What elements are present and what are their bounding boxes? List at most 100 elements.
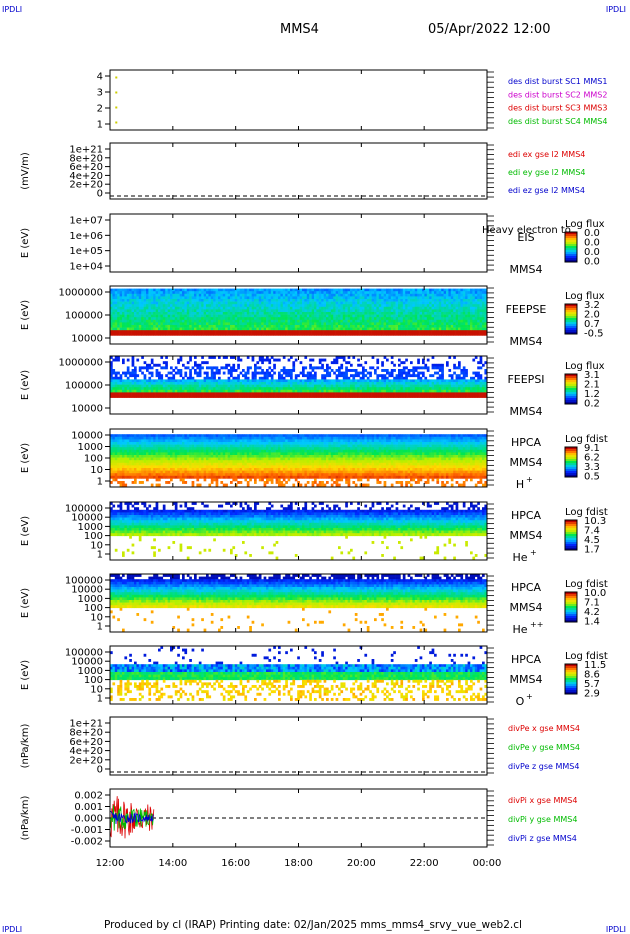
spectrogram-cell [210, 291, 214, 295]
spectrogram-cell [182, 288, 185, 292]
spectrogram-cell [443, 387, 447, 391]
spectrogram-cell [131, 395, 135, 398]
spectrogram-cell [280, 384, 284, 388]
spectrogram-cell [306, 319, 310, 323]
spectrogram-cell [465, 387, 468, 391]
spectrogram-cell [482, 291, 485, 295]
spectrogram-cell [124, 291, 128, 295]
spectrogram-cell [462, 379, 466, 383]
panel-frame [109, 142, 488, 200]
spectrogram-cell [129, 371, 132, 375]
spectrogram-cell [330, 392, 334, 396]
spectrogram-cell [297, 389, 300, 393]
spectrogram-cell [402, 309, 406, 313]
spectrogram-cell [131, 309, 135, 313]
spectrogram-cell [340, 374, 344, 378]
spectrogram-cell [383, 382, 387, 385]
spectrogram-cell [333, 387, 336, 391]
spectrogram-cell [357, 389, 360, 393]
spectrogram-cell [263, 319, 267, 323]
spectrogram-cell [220, 288, 224, 292]
spectrogram-cell [282, 434, 286, 438]
spectrogram-cell [218, 436, 221, 440]
corner-label-top-right: IPDLI [605, 5, 626, 14]
spectrogram-cell [239, 306, 243, 310]
spectrogram-cell [345, 392, 348, 396]
spectrogram-cell [287, 382, 291, 385]
spectrogram-cell [304, 387, 308, 391]
spectrogram-cell [347, 356, 351, 359]
spectrogram-cell [477, 309, 480, 313]
spectrogram-cell [470, 392, 473, 396]
spectrogram-cell [112, 371, 116, 375]
spectrogram-cell [246, 379, 250, 383]
spectrogram-cell [299, 293, 303, 297]
spectrogram-cell [246, 387, 250, 391]
spectrogram-cell [431, 317, 435, 321]
spectrogram-cell [143, 288, 147, 292]
spectrogram-cell [170, 366, 173, 370]
spectrogram-cell [458, 327, 461, 331]
spectrogram-cell [268, 389, 272, 393]
spectrogram-cell [194, 327, 197, 331]
spectrogram-cell [198, 389, 202, 393]
spectrogram-cell [429, 374, 432, 378]
spectrogram-cell [153, 327, 156, 331]
spectrogram-cell [158, 434, 161, 438]
spectrogram-cell [338, 314, 341, 318]
spectrogram-cell [323, 327, 327, 331]
spectrogram-cell [119, 293, 123, 297]
spectrogram-cell [460, 369, 464, 372]
spectrogram-cell [282, 392, 286, 396]
spectrogram-cell [112, 395, 116, 398]
spectrogram-cell [350, 389, 353, 393]
spectrogram-cell [410, 387, 413, 391]
spectrogram-cell [386, 358, 389, 362]
spectrogram-cell [285, 382, 288, 385]
spectrogram-cell [218, 369, 221, 372]
spectrogram-cell [405, 296, 408, 300]
spectrogram-cell [393, 327, 396, 331]
spectrogram-cell [155, 325, 159, 328]
spectrogram-cell [162, 389, 166, 393]
spectrogram-cell [354, 389, 358, 393]
spectrogram-cell [484, 327, 488, 331]
spectrogram-cell [465, 304, 468, 308]
colorbar-swatch [565, 386, 577, 389]
spectrogram-cell [484, 296, 488, 300]
spectrogram-cell [388, 304, 392, 308]
spectrogram-cell [443, 299, 447, 302]
spectrogram-cell [453, 301, 456, 305]
spectrogram-cell [453, 322, 456, 326]
spectrogram-cell [213, 389, 216, 393]
spectrogram-cell [184, 384, 188, 388]
spectrogram-cell [179, 384, 183, 388]
spectrogram-cell [191, 382, 195, 385]
spectrogram-cell [117, 312, 120, 315]
spectrogram-cell [369, 293, 372, 297]
spectrogram-cell [287, 392, 291, 396]
spectrogram-cell [162, 366, 166, 370]
spectrogram-cell [369, 322, 372, 326]
spectrogram-cell [174, 434, 178, 438]
spectrogram-cell [455, 293, 459, 297]
spectrogram-cell [342, 371, 346, 375]
spectrogram-cell [410, 296, 413, 300]
spectrogram-cell [150, 389, 154, 393]
spectrogram-cell [450, 296, 454, 300]
spectrogram-cell [477, 389, 480, 393]
spectrogram-cell [434, 309, 437, 313]
spectrogram-cell [328, 317, 332, 321]
spectrogram-cell [254, 327, 257, 331]
spectrogram-cell [436, 371, 440, 375]
spectrogram-cell [429, 434, 432, 438]
spectrogram-cell [400, 374, 404, 378]
spectrogram-cell [328, 330, 332, 334]
spectrogram-cell [170, 376, 173, 380]
spectrogram-cell [136, 312, 140, 315]
spectrogram-cell [232, 384, 236, 388]
spectrogram-cell [335, 317, 339, 321]
colorbar-swatch [565, 246, 577, 249]
spectrogram-cell [393, 369, 396, 372]
spectrogram-cell [114, 288, 118, 292]
